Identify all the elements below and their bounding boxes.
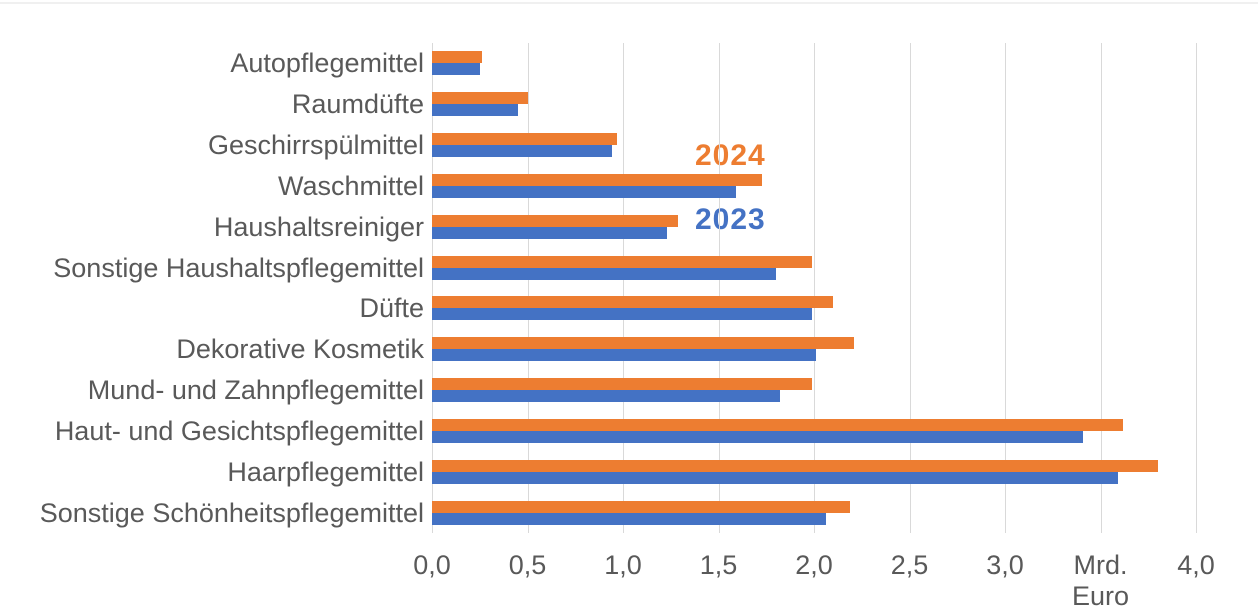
bar-2024-row-5 [432, 255, 813, 268]
bar-2024-row-2 [432, 133, 618, 146]
x-tick-label: 1,0 [604, 550, 642, 580]
bar-2023-row-0 [432, 63, 480, 76]
bar-2023-row-3 [432, 185, 736, 198]
bar-2024-row-9 [432, 418, 1124, 431]
bar-2023-row-1 [432, 104, 518, 117]
category-label: Haut- und Gesichtspflegemittel [54, 415, 424, 446]
legend-2023-label: 2023 [695, 203, 766, 236]
category-label: Haarpflegemittel [227, 456, 424, 487]
category-label: Sonstige Haushaltspflegemittel [53, 252, 424, 283]
bar-2023-row-4 [432, 226, 667, 239]
gridline [1100, 43, 1102, 533]
category-label: Mund- und Zahnpflegemittel [87, 375, 424, 406]
bar-2023-row-6 [432, 308, 813, 321]
x-tick-label: 2,0 [795, 550, 833, 580]
gridline [1196, 43, 1197, 533]
gridline [527, 43, 529, 533]
bar-2023-row-7 [432, 349, 816, 362]
category-label: Waschmittel [277, 170, 424, 201]
bar-2024-row-3 [432, 173, 763, 186]
category-label: Autopflegemittel [230, 48, 424, 79]
bar-2024-row-0 [432, 51, 482, 64]
category-label: Geschirrspülmittel [207, 130, 424, 161]
bar-2024-row-7 [432, 337, 855, 350]
gridline [814, 43, 815, 533]
top-divider [0, 2, 1258, 4]
gridline [623, 43, 624, 533]
bar-2024-row-11 [432, 500, 851, 513]
plot-area: 2024 2023 [432, 43, 1197, 533]
x-tick-label: 4,0 [1177, 550, 1215, 580]
bar-2024-row-8 [432, 378, 813, 391]
x-tick-label: 3,0 [986, 550, 1024, 580]
category-label: Haushaltsreiniger [213, 211, 424, 242]
bar-2023-row-11 [432, 512, 826, 525]
category-label: Raumdüfte [291, 89, 424, 120]
bar-2024-row-1 [432, 92, 528, 105]
category-label: Dekorative Kosmetik [176, 334, 424, 365]
category-label: Düfte [359, 293, 424, 324]
legend-2024-label: 2024 [695, 139, 766, 172]
x-axis: 0,0 0,5 1,0 1,5 2,0 2,5 3,0 Mrd. Euro 4,0 [413, 550, 1215, 614]
x-tick-label: 0,0 [413, 550, 451, 580]
category-label: Sonstige Schönheitspflegemittel [39, 497, 424, 528]
gridline [909, 43, 911, 533]
category-labels: Autopflegemittel Raumdüfte Geschirrspülmit… [0, 0, 424, 614]
gridline [718, 43, 720, 533]
gridline [1005, 43, 1006, 533]
bar-2024-row-10 [432, 459, 1158, 472]
bar-2023-row-9 [432, 430, 1084, 443]
bar-2023-row-10 [432, 471, 1118, 484]
x-tick-label: 0,5 [508, 550, 547, 580]
x-tick-label: 1,5 [699, 550, 738, 580]
bar-2024-row-4 [432, 214, 679, 227]
x-axis-unit-label: Mrd. Euro [1071, 550, 1130, 611]
bar-2024-row-6 [432, 296, 834, 309]
gridline [432, 43, 433, 533]
bar-2023-row-2 [432, 145, 612, 158]
bar-2023-row-8 [432, 390, 780, 403]
bar-2023-row-5 [432, 267, 776, 280]
x-tick-label: 2,5 [890, 550, 929, 580]
